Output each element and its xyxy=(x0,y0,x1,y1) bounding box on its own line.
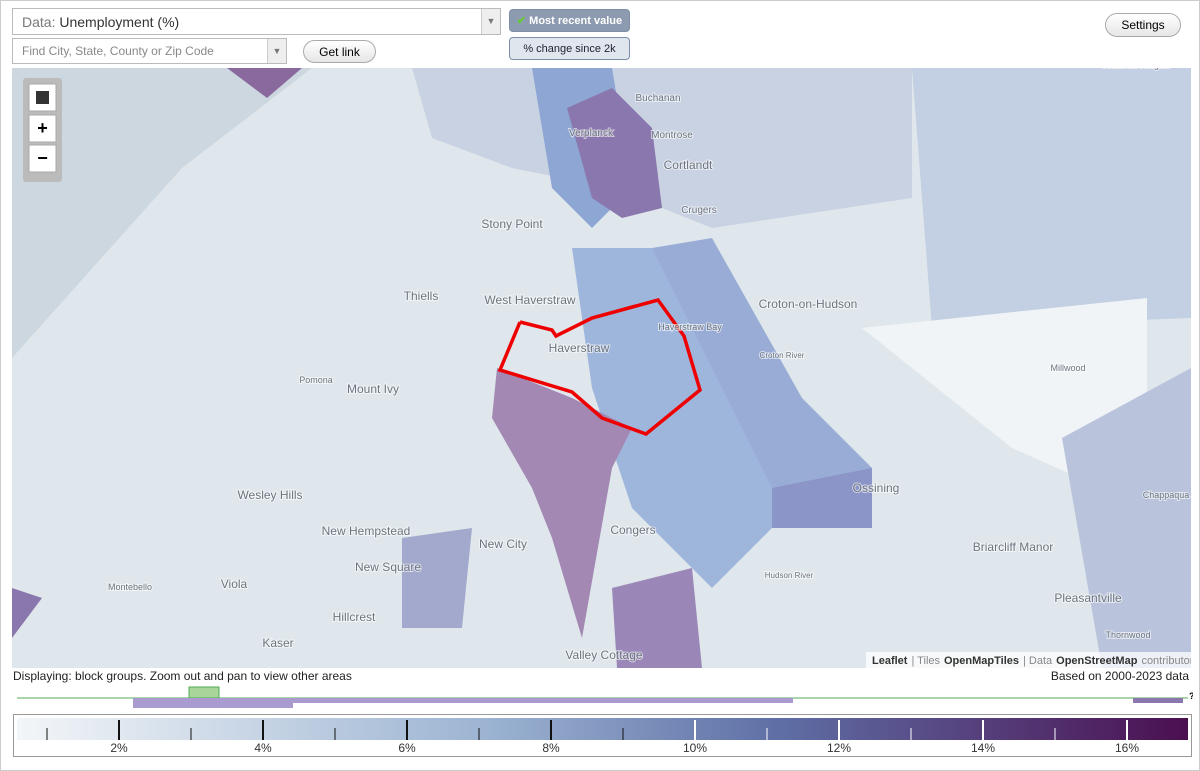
data-select[interactable]: Data: Unemployment (%) ▼ xyxy=(12,8,501,35)
place-label: Viola xyxy=(221,577,248,591)
status-right: Based on 2000-2023 data xyxy=(1050,669,1189,683)
place-label: Montrose xyxy=(651,130,693,141)
place-label: Haverstraw Bay xyxy=(658,322,722,332)
data-prefix: Data: xyxy=(22,14,56,30)
place-label: West Haverstraw xyxy=(484,293,575,307)
attribution-text: | Data xyxy=(1023,655,1053,667)
place-label: Wesley Hills xyxy=(237,488,302,502)
place-label: Thornwood xyxy=(1105,630,1150,640)
zoom-in-button[interactable] xyxy=(28,114,57,143)
place-label: Briarcliff Manor xyxy=(973,540,1053,554)
zoom-out-label: − xyxy=(37,148,48,168)
legend-label: 4% xyxy=(254,741,272,755)
get-link-button[interactable]: Get link xyxy=(303,40,376,63)
legend-label: 10% xyxy=(683,741,707,755)
legend-label: 8% xyxy=(542,741,560,755)
place-label: Pomona xyxy=(299,375,333,385)
place-label: Haverstraw xyxy=(549,341,610,355)
attribution-text: OpenMapTiles xyxy=(944,655,1019,667)
place-label: Croton-on-Hudson xyxy=(759,297,858,311)
place-label: Hudson River xyxy=(765,571,814,580)
place-label: Chappaqua xyxy=(1143,490,1190,500)
histogram: ? xyxy=(17,686,1193,708)
place-label: Verplanck xyxy=(569,128,614,139)
place-label: Ossining xyxy=(853,481,900,495)
place-label: Millwood xyxy=(1050,363,1085,373)
change-toggle[interactable]: % change since 2k xyxy=(509,37,630,60)
recent-label: Most recent value xyxy=(529,14,623,27)
zoom-control: + − xyxy=(23,78,62,182)
place-label: Congers xyxy=(610,523,655,537)
place-label: Cortlandt xyxy=(664,158,713,172)
zoom-in-label: + xyxy=(37,118,48,138)
place-label: Buchanan xyxy=(635,93,680,104)
place-label: Thiells xyxy=(404,289,439,303)
place-label: Mount Ivy xyxy=(347,382,399,396)
legend-label: 16% xyxy=(1115,741,1139,755)
place-label: New Hempstead xyxy=(322,524,411,538)
place-label: New Square xyxy=(355,560,421,574)
attribution-text: contributors xyxy=(1141,655,1191,667)
attribution-text: | Tiles xyxy=(911,655,940,667)
place-label: Hillcrest xyxy=(333,610,376,624)
status-left: Displaying: block groups. Zoom out and p… xyxy=(13,669,352,683)
attribution-text: Leaflet xyxy=(872,655,908,667)
search-input[interactable]: Find City, State, County or Zip Code ▼ xyxy=(12,38,287,64)
search-placeholder: Find City, State, County or Zip Code xyxy=(22,44,214,58)
zoom-out-button[interactable] xyxy=(28,144,57,173)
legend-label: 2% xyxy=(110,741,128,755)
place-label: Pleasantville xyxy=(1054,591,1122,605)
recent-toggle[interactable]: ✔ Most recent value xyxy=(509,9,630,32)
place-label: Kaser xyxy=(262,636,293,650)
place-label: Valley Cottage xyxy=(565,648,642,662)
place-label: Crugers xyxy=(681,205,717,216)
place-label: Stony Point xyxy=(481,217,543,231)
place-label: Yorktown Heights xyxy=(1101,68,1171,70)
legend-label: 6% xyxy=(398,741,416,755)
attribution-box xyxy=(866,652,1191,668)
data-value: Unemployment (%) xyxy=(59,14,180,30)
settings-button[interactable]: Settings xyxy=(1105,13,1181,37)
legend-label: 12% xyxy=(827,741,851,755)
attribution-text: OpenStreetMap xyxy=(1056,655,1138,667)
map[interactable]: Buchanan Verplanck Montrose Cortlandt Cruger… xyxy=(12,68,1191,668)
place-label: Croton River xyxy=(760,351,805,360)
place-label: Montebello xyxy=(108,582,152,592)
legend-label: 14% xyxy=(971,741,995,755)
unknown-label: ? xyxy=(1189,691,1193,701)
legend: 2% 4% 6% 8% 10% 12% 14% 16% xyxy=(13,714,1192,757)
place-label: New City xyxy=(479,537,527,551)
